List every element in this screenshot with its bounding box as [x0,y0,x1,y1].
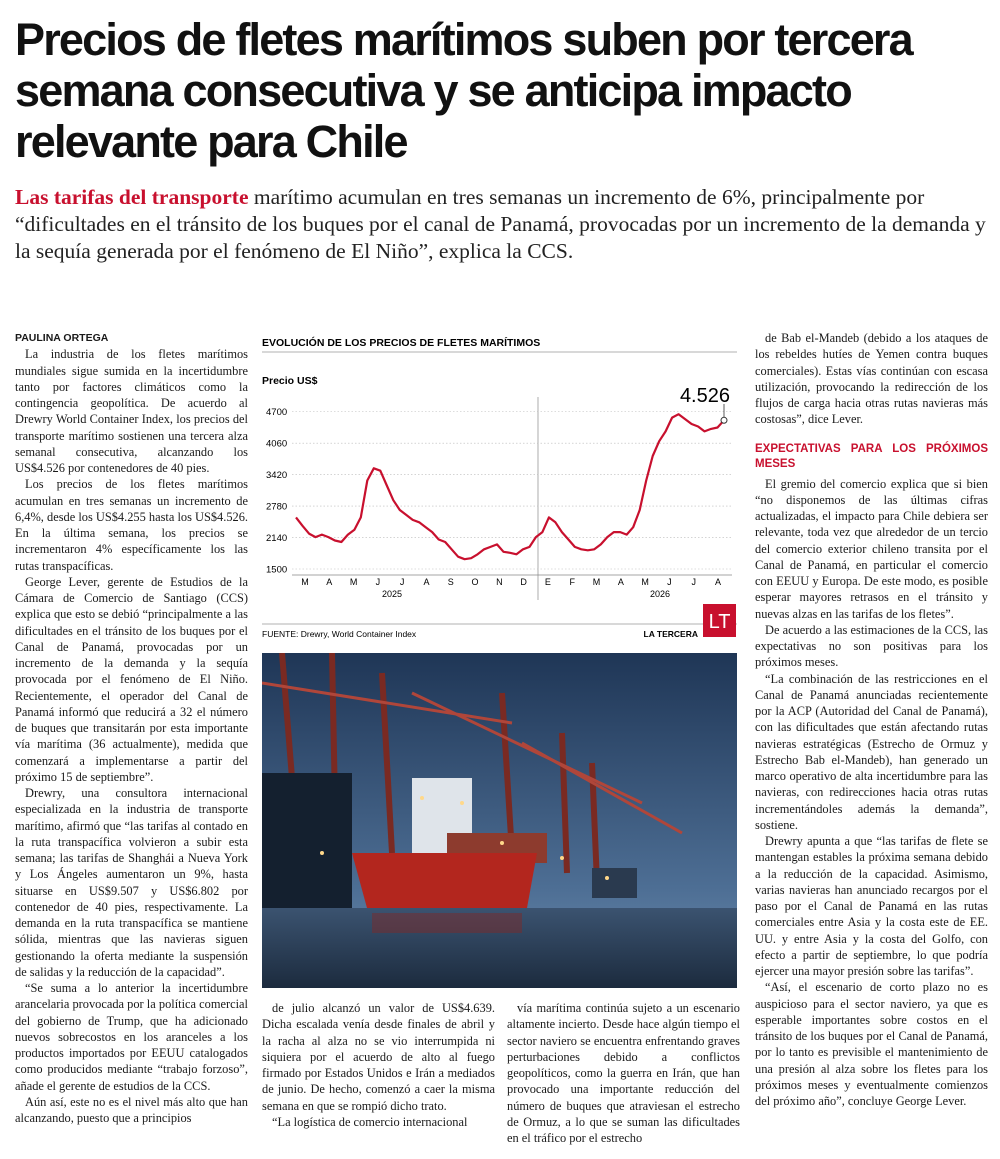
x-tick-label: M [350,577,358,587]
chart-brand: LA TERCERA [644,629,698,639]
reflection [372,913,522,933]
logo-text: LT [709,611,731,633]
paragraph: “La combinación de las restricciones en … [755,671,988,832]
byline: PAULINA ORTEGA [15,332,109,344]
x-tick-label: E [545,577,551,587]
y-tick-label: 2140 [266,533,287,544]
x-tick-label: J [400,577,405,587]
y-tick-label: 1500 [266,565,287,576]
x-tick-label: J [691,577,696,587]
year-label: 2026 [650,589,670,599]
x-tick-label: M [301,577,309,587]
line [295,413,725,561]
deck-highlight: Las tarifas del transporte [15,185,249,209]
paragraph: Drewry, una consultora internacional esp… [15,786,248,979]
logo [703,604,736,637]
crane-booms [262,681,683,835]
column: de Bab el-Mandeb (debido a los ataques d… [755,330,988,1150]
y-tick-label: 4700 [266,407,287,418]
paragraph: “Así, el escenario de corto plazo no es … [755,980,988,1108]
photo [262,653,737,988]
x-tick-label: A [715,577,721,587]
column: de julio alcanzó un valor de US$4.639. D… [262,1000,495,1150]
paragraph: Los precios de los fletes marítimos acum… [15,477,248,573]
y-tick-label: 2780 [266,502,287,513]
x-tick-label: D [520,577,527,587]
paragraph: Aún así, este no es el nivel más alto qu… [15,1094,248,1125]
chart: EVOLUCIÓN DE LOS PRECIOS DE FLETES MARÍT… [262,336,737,639]
chart-layer: 1500 2140 2780 3420 4060 4700 M A M J J A S O N D E F M A M J… [266,385,732,599]
paragraph: La industria de los fletes marítimos mun… [15,347,248,475]
headline: Precios de fletes marítimos suben por te… [15,14,914,167]
crane-base [262,773,352,913]
lights [320,796,609,880]
ship-far [592,868,637,898]
paragraph: de Bab el-Mandeb (debido a los ataques d… [755,331,988,427]
paragraph: De acuerdo a las estimaciones de la CCS,… [755,622,988,670]
x-tick-label: A [326,577,332,587]
x-tick-label: A [423,577,429,587]
paragraph: El gremio del comercio explica que si bi… [755,476,988,621]
deck-text: marítimo acumulan en tres semanas un inc… [15,185,986,263]
column: PAULINA ORTEGA La industria de los fletes… [15,330,248,1150]
x-tick-label: O [472,577,479,587]
x-tick-label: N [496,577,503,587]
x-tick-label: M [641,577,649,587]
y-tick-label: 4060 [266,439,287,450]
deck: Las tarifas del transporte marítimo acum… [15,184,990,265]
paragraph: vía marítima continúa sujeto a un escena… [507,1001,740,1145]
year-label: 2025 [382,589,402,599]
y-axis-label: Precio US$ [262,375,318,387]
paragraph: de julio alcanzó un valor de US$4.639. D… [262,1001,495,1113]
chart-title: EVOLUCIÓN DE LOS PRECIOS DE FLETES MARÍT… [262,336,540,349]
x-tick-label: A [618,577,624,587]
x-tick-label: J [376,577,381,587]
ship-hull [352,853,537,908]
x-tick-label: J [667,577,672,587]
x-tick-label: S [448,577,454,587]
subheading: Expectativas para los próximos meses [755,442,988,470]
end-point [720,416,728,424]
y-tick-label: 3420 [266,470,287,481]
annotation: 4.526 [680,385,730,407]
x-tick-label: F [569,577,575,587]
paragraph: Drewry apunta a que “las tarifas de flet… [755,834,988,978]
paragraph: George Lever, gerente de Estudios de la … [15,574,248,784]
paragraph: “La logística de comercio internacional [272,1114,468,1129]
chart-source: FUENTE: Drewry, World Container Index [262,629,417,639]
x-tick-label: M [593,577,601,587]
paragraph: “Se suma a lo anterior la incertidumbre … [15,981,248,1093]
column: vía marítima continúa sujeto a un escena… [507,1000,740,1150]
